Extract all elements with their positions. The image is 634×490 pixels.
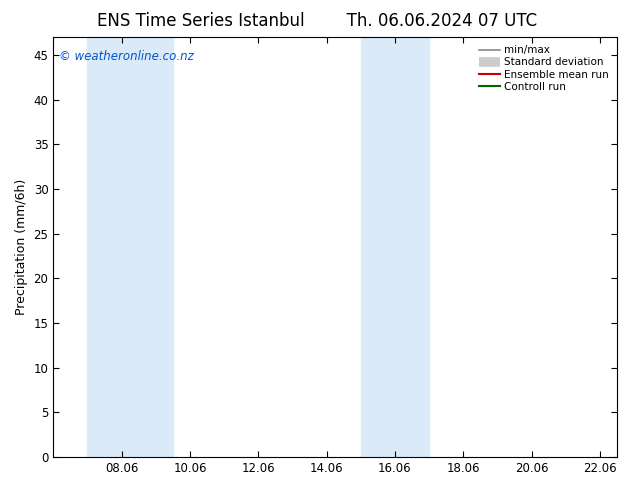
Legend: min/max, Standard deviation, Ensemble mean run, Controll run: min/max, Standard deviation, Ensemble me… xyxy=(476,42,612,95)
Text: © weatheronline.co.nz: © weatheronline.co.nz xyxy=(59,49,193,63)
Text: ENS Time Series Istanbul        Th. 06.06.2024 07 UTC: ENS Time Series Istanbul Th. 06.06.2024 … xyxy=(97,12,537,30)
Bar xyxy=(361,37,429,457)
Y-axis label: Precipitation (mm/6h): Precipitation (mm/6h) xyxy=(15,179,28,315)
Bar xyxy=(87,37,173,457)
